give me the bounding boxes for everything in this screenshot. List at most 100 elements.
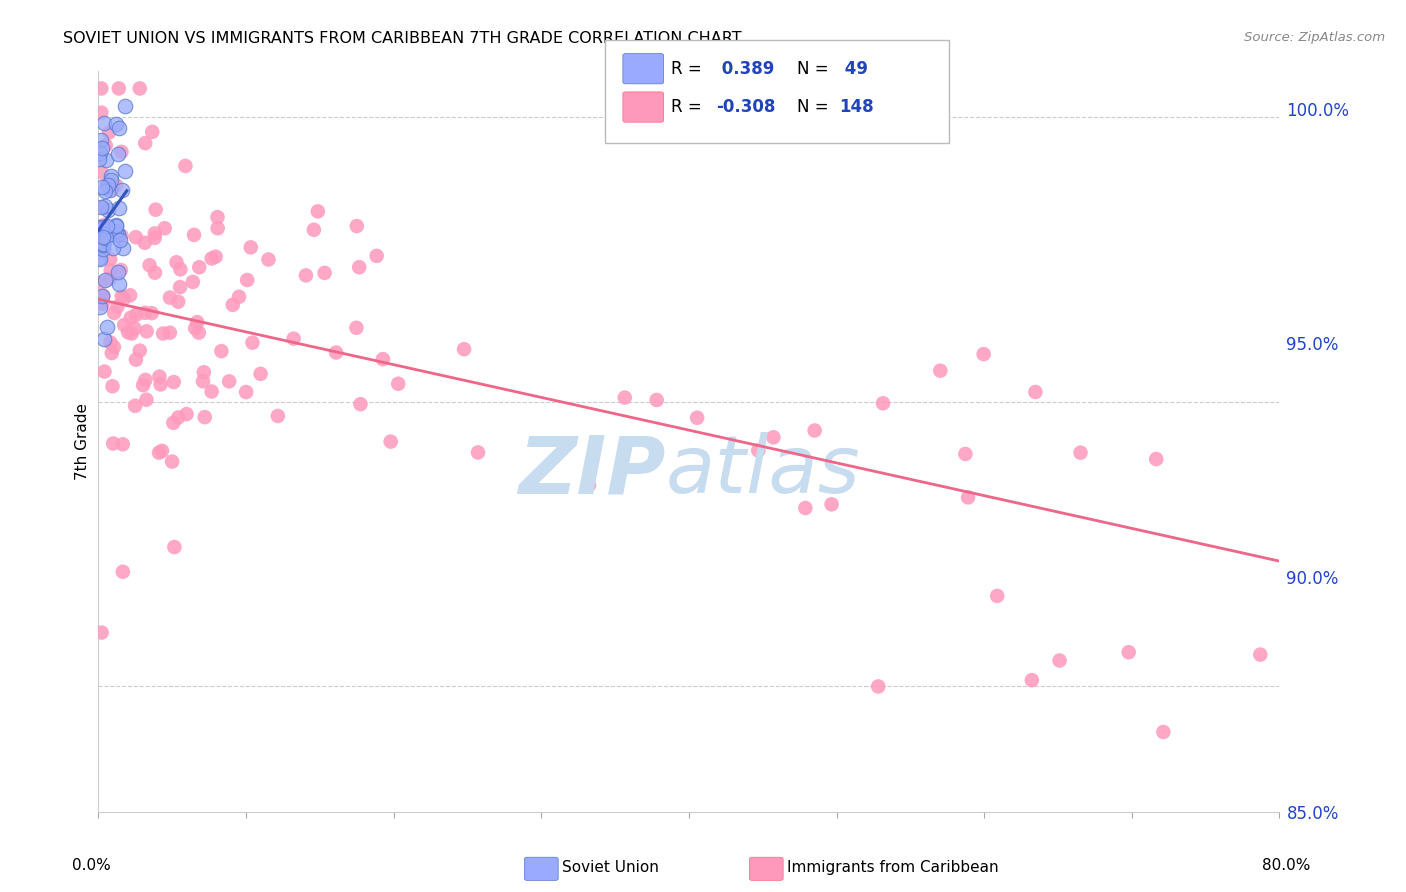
Point xyxy=(93,218,115,232)
Point xyxy=(194,410,217,425)
Text: R =: R = xyxy=(671,98,707,116)
Text: N =: N = xyxy=(797,60,834,78)
Point xyxy=(186,315,208,329)
Point xyxy=(93,365,115,379)
Point xyxy=(89,252,111,266)
Point xyxy=(94,227,117,241)
Point xyxy=(96,319,118,334)
Point xyxy=(93,116,115,130)
Point xyxy=(91,238,114,252)
Point xyxy=(141,125,163,139)
Point xyxy=(105,300,128,314)
Point xyxy=(249,367,271,381)
Point xyxy=(578,478,600,492)
Point xyxy=(380,434,402,449)
Point xyxy=(957,491,980,505)
Point xyxy=(209,344,232,359)
Point xyxy=(94,138,117,153)
Point xyxy=(91,229,114,244)
Point xyxy=(100,173,122,187)
Point xyxy=(94,184,117,198)
Text: -0.308: -0.308 xyxy=(716,98,775,116)
Point xyxy=(143,266,166,280)
Text: 80.0%: 80.0% xyxy=(1263,858,1310,872)
Point xyxy=(134,306,156,320)
Point xyxy=(107,146,129,161)
Point xyxy=(90,289,112,303)
Point xyxy=(90,179,112,194)
Point xyxy=(986,589,1008,603)
Point xyxy=(204,250,226,264)
Point xyxy=(169,262,191,277)
Point xyxy=(104,117,127,131)
Point xyxy=(344,320,367,334)
Point xyxy=(174,159,197,173)
Point xyxy=(91,220,114,235)
Point xyxy=(162,416,184,430)
Point xyxy=(104,224,127,238)
Point xyxy=(96,231,118,245)
Point xyxy=(467,445,489,459)
Point xyxy=(94,223,117,237)
Point xyxy=(89,146,111,161)
Point xyxy=(110,263,132,277)
Point xyxy=(222,298,245,312)
Point xyxy=(193,365,215,379)
Point xyxy=(153,221,176,235)
Point xyxy=(141,306,163,320)
Point xyxy=(89,301,111,315)
Point xyxy=(872,396,894,410)
Point xyxy=(794,501,817,516)
Point xyxy=(613,391,636,405)
Text: 0.389: 0.389 xyxy=(716,60,775,78)
Text: N =: N = xyxy=(797,98,834,116)
Point xyxy=(90,133,112,147)
Point xyxy=(89,220,111,235)
Point xyxy=(152,326,174,341)
Point xyxy=(183,227,205,242)
Point xyxy=(143,227,166,241)
Point xyxy=(96,178,118,192)
Text: 49: 49 xyxy=(839,60,869,78)
Text: SOVIET UNION VS IMMIGRANTS FROM CARIBBEAN 7TH GRADE CORRELATION CHART: SOVIET UNION VS IMMIGRANTS FROM CARIBBEA… xyxy=(63,31,742,46)
Point xyxy=(103,340,125,354)
Text: 0.0%: 0.0% xyxy=(72,858,111,872)
Point xyxy=(1249,648,1271,662)
Point xyxy=(96,219,118,233)
Point xyxy=(973,347,995,361)
Point xyxy=(124,321,146,335)
Point xyxy=(98,126,121,140)
Text: atlas: atlas xyxy=(665,432,860,510)
Point xyxy=(1024,384,1046,399)
Point xyxy=(820,497,842,511)
Point xyxy=(90,291,112,305)
Point xyxy=(242,335,264,350)
Point xyxy=(187,326,209,340)
Point xyxy=(100,335,122,350)
Point xyxy=(112,318,135,332)
Point xyxy=(181,275,204,289)
Point xyxy=(125,230,148,244)
Point xyxy=(235,385,257,400)
Point xyxy=(125,308,148,322)
Point xyxy=(90,625,112,640)
Point xyxy=(90,235,112,249)
Point xyxy=(101,346,124,360)
Point xyxy=(347,260,370,275)
Point xyxy=(90,200,112,214)
Point xyxy=(184,321,207,335)
Point xyxy=(686,410,709,425)
Point xyxy=(236,273,259,287)
Point xyxy=(1144,452,1167,467)
Point xyxy=(91,296,114,310)
Point xyxy=(132,378,155,392)
Point xyxy=(110,145,132,159)
Point xyxy=(387,376,409,391)
Point xyxy=(98,252,121,267)
Text: Immigrants from Caribbean: Immigrants from Caribbean xyxy=(787,860,1000,874)
Point xyxy=(167,294,190,309)
Point xyxy=(101,379,124,393)
Point xyxy=(105,178,128,193)
Point xyxy=(107,81,129,95)
Point xyxy=(108,232,131,246)
